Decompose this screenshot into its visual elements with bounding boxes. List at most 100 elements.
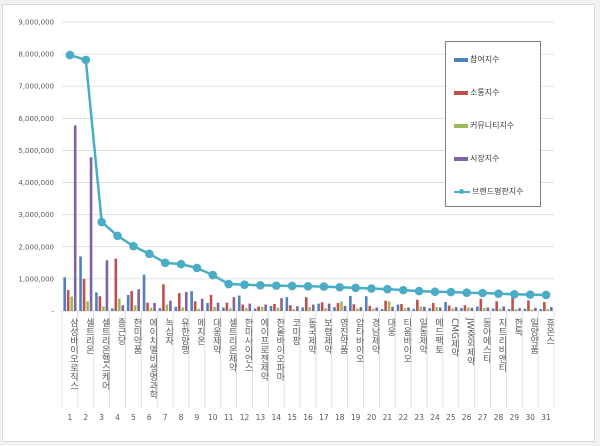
bar-1-9	[190, 291, 193, 311]
bar-2-20	[368, 305, 372, 311]
brand-reputation-point-15	[287, 281, 297, 291]
bar-3-19	[356, 308, 359, 311]
bar-2-15	[289, 305, 292, 311]
brand-reputation-point-19	[351, 283, 360, 293]
bar-4-6	[153, 302, 156, 311]
x-rank-label: 10	[208, 413, 218, 422]
bar-2-11	[225, 302, 229, 311]
x-category-label: 동국제약	[306, 318, 316, 355]
x-category-label: 한독	[512, 318, 522, 337]
x-rank-label: 26	[462, 413, 472, 422]
x-category-label: 일양약품	[528, 318, 538, 354]
x-rank-label: 7	[163, 413, 168, 422]
bar-3-17	[324, 308, 327, 311]
bar-2-21	[384, 300, 387, 311]
x-category-label: 대웅제약	[211, 318, 221, 355]
x-rank-label: 14	[271, 413, 281, 422]
bar-3-22	[403, 308, 407, 311]
bar-2-28	[495, 301, 499, 311]
legend-swatch-communication	[454, 90, 468, 95]
x-rank-label: 22	[398, 413, 408, 422]
x-rank-label: 27	[478, 413, 488, 422]
bar-2-29	[511, 297, 514, 311]
brand-reputation-point-31	[541, 290, 551, 300]
bar-2-3	[98, 296, 102, 311]
legend-swatch-community	[454, 123, 468, 128]
x-category-label: 영진약품	[338, 318, 348, 354]
x-rank-label: 31	[541, 413, 551, 422]
bar-3-4	[117, 298, 121, 311]
x-rank-label: 17	[319, 413, 329, 422]
bar-1-29	[507, 309, 511, 311]
bar-3-2	[86, 301, 89, 311]
x-category-label: 한올바이오파마	[274, 318, 284, 382]
x-category-label: 휴온스	[544, 318, 554, 345]
bar-4-23	[423, 306, 426, 311]
x-category-label: 종근당	[116, 318, 126, 345]
bar-3-9	[197, 308, 200, 311]
legend-item-brand-reputation: 브랜드평판지수	[454, 186, 524, 197]
y-tick-label: 9,000,000	[18, 19, 54, 27]
bar-2-23	[416, 299, 419, 311]
brand-reputation-point-6	[144, 249, 154, 259]
x-category-label: 셀트리온제약	[227, 318, 237, 373]
brand-reputation-point-1	[65, 50, 75, 60]
legend-swatch-participation	[454, 57, 468, 62]
bar-4-27	[486, 307, 490, 311]
y-tick-label: 3,000,000	[18, 211, 54, 219]
bar-1-10	[206, 302, 209, 311]
bar-3-5	[133, 305, 137, 311]
brand-reputation-point-9	[192, 263, 202, 273]
bar-3-10	[213, 306, 216, 311]
x-rank-label: 9	[195, 413, 200, 422]
bar-4-26	[470, 307, 474, 311]
brand-reputation-point-4	[113, 231, 122, 241]
x-category-label: CMG제약	[449, 318, 459, 358]
bar-2-25	[447, 305, 451, 311]
bar-2-12	[241, 304, 245, 311]
bar-3-12	[244, 308, 248, 311]
legend-label: 브랜드평판지수	[472, 187, 524, 196]
bar-3-11	[229, 308, 232, 311]
bar-1-7	[158, 308, 162, 311]
bar-4-11	[232, 297, 236, 311]
bar-1-31	[539, 309, 543, 311]
bar-3-3	[102, 306, 105, 311]
brand-reputation-point-22	[398, 285, 408, 295]
x-category-label: 경남제약	[369, 317, 379, 355]
legend-label: 시장지수	[470, 154, 500, 163]
bar-3-27	[483, 308, 486, 311]
bar-2-18	[336, 302, 340, 311]
bar-1-27	[476, 306, 479, 311]
brand-reputation-point-25	[446, 287, 456, 297]
bar-4-9	[200, 298, 204, 311]
x-rank-label: 16	[303, 413, 313, 422]
bar-4-15	[296, 306, 299, 311]
bar-1-1	[63, 277, 66, 311]
bar-4-1	[73, 125, 77, 311]
brand-reputation-point-27	[478, 288, 487, 298]
bar-4-2	[89, 157, 93, 311]
x-rank-label: 6	[147, 413, 152, 422]
x-category-label: 한미약품	[131, 318, 141, 354]
brand-reputation-point-3	[97, 217, 106, 227]
bar-4-19	[359, 307, 363, 311]
brand-reputation-point-10	[208, 270, 218, 280]
bar-1-11	[222, 307, 225, 311]
brand-reputation-point-8	[176, 259, 186, 269]
brand-reputation-point-30	[525, 290, 535, 299]
bar-1-14	[269, 305, 273, 311]
x-rank-label: 2	[83, 413, 88, 422]
bar-3-6	[149, 307, 153, 311]
bar-4-31	[550, 307, 553, 311]
bar-3-30	[530, 309, 534, 311]
bar-3-14	[276, 307, 280, 311]
bar-2-7	[162, 284, 165, 311]
bar-1-4	[110, 308, 114, 311]
bar-1-6	[142, 274, 146, 311]
bar-1-26	[460, 308, 463, 311]
bar-1-20	[364, 296, 368, 311]
bar-1-19	[349, 295, 352, 311]
x-category-label: 삼성바이오로직스	[68, 318, 78, 390]
bar-4-10	[216, 302, 220, 311]
